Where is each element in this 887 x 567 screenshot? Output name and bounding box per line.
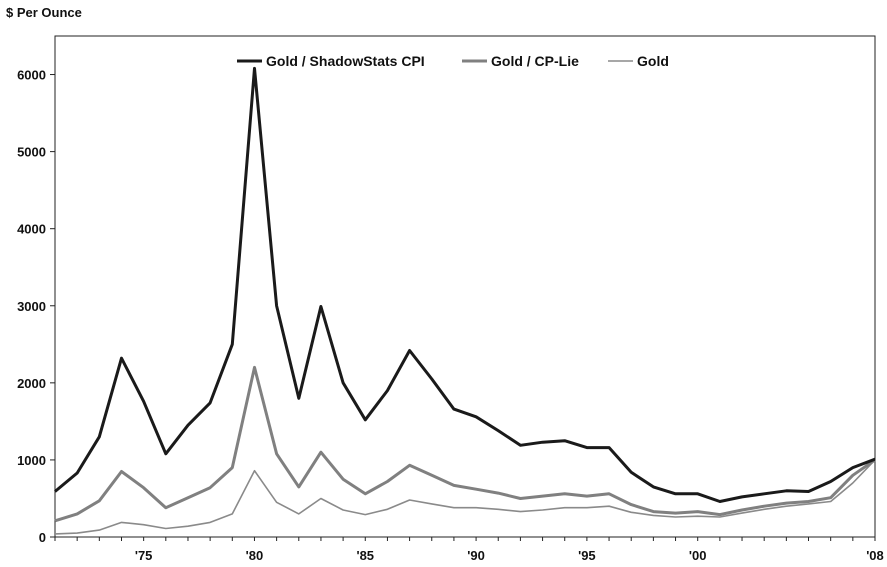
x-tick-label: '80 bbox=[246, 548, 264, 563]
series-line-2 bbox=[54, 459, 876, 535]
y-tick-label: 2000 bbox=[17, 376, 46, 391]
y-axis-ticks: 0 1000 2000 3000 4000 5000 6000 bbox=[17, 68, 55, 545]
y-tick-label: 0 bbox=[39, 530, 46, 545]
x-tick-label: '75 bbox=[135, 548, 153, 563]
legend-label: Gold bbox=[637, 53, 669, 69]
x-tick-label: '90 bbox=[467, 548, 485, 563]
y-tick-label: 5000 bbox=[17, 145, 46, 160]
y-tick-label: 6000 bbox=[17, 68, 46, 83]
x-tick-label: '95 bbox=[578, 548, 596, 563]
legend-label: Gold / CP-Lie bbox=[491, 53, 579, 69]
series-line-0 bbox=[54, 66, 876, 503]
y-tick-label: 3000 bbox=[17, 299, 46, 314]
legend-label: Gold / ShadowStats CPI bbox=[266, 53, 425, 69]
y-tick-label: 4000 bbox=[17, 222, 46, 237]
plot-area bbox=[54, 35, 876, 538]
x-tick-label: '85 bbox=[356, 548, 374, 563]
legend: Gold / ShadowStats CPI Gold / CP-Lie Gold bbox=[237, 53, 669, 69]
y-tick-label: 1000 bbox=[17, 453, 46, 468]
x-tick-label: '00 bbox=[689, 548, 707, 563]
x-tick-label: '08 bbox=[866, 548, 884, 563]
series-line-1 bbox=[54, 365, 876, 523]
series-lines bbox=[54, 66, 876, 535]
y-axis-label: $ Per Ounce bbox=[6, 5, 82, 20]
x-axis-ticks: '75 '80 '85 '90 '95 '00 '08 bbox=[54, 537, 884, 563]
